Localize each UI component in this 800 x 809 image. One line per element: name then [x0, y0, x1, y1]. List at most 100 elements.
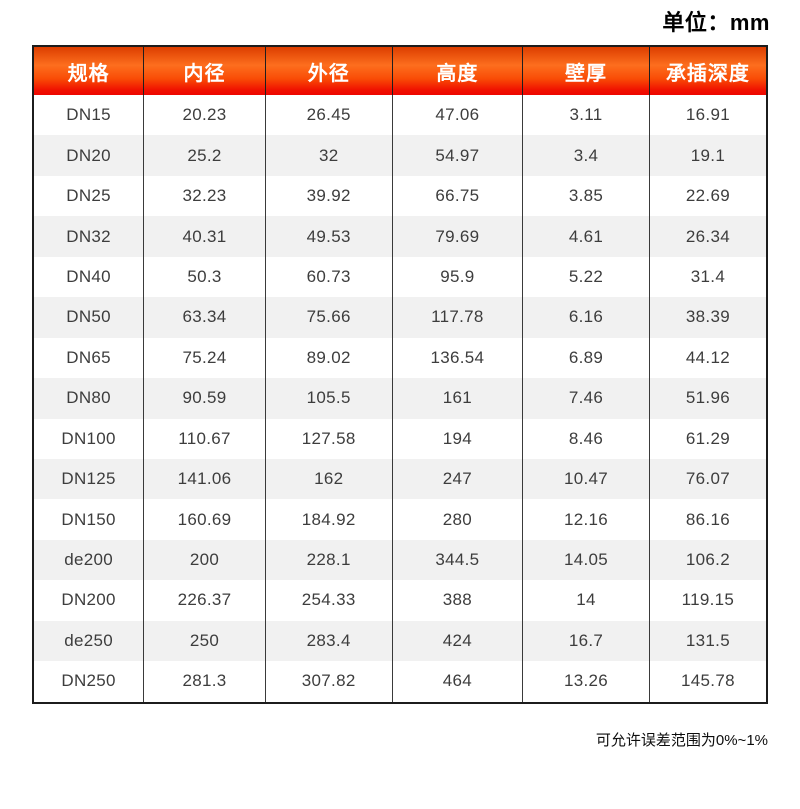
- value-cell: 6.89: [522, 337, 650, 379]
- table-row: DN100 110.67 127.58 194 8.46 61.29: [33, 418, 767, 459]
- value-cell: 79.69: [391, 216, 523, 257]
- table-row: DN125 141.06 162 247 10.47 76.07: [33, 458, 767, 500]
- table-row: de250 250 283.4 424 16.7 131.5: [33, 620, 767, 662]
- column-header-4: 壁厚: [522, 46, 650, 95]
- value-cell: 127.58: [264, 418, 393, 459]
- value-cell: 16.91: [648, 95, 767, 136]
- value-cell: 61.29: [648, 418, 767, 459]
- value-cell: 49.53: [264, 216, 393, 257]
- spec-cell: DN250: [61, 671, 116, 691]
- value-cell: 14.05: [522, 539, 650, 581]
- value-cell: 281.3: [143, 661, 266, 703]
- value-cell: 60.73: [264, 256, 393, 298]
- value-cell: 39.92: [264, 175, 393, 217]
- spec-cell: de250: [64, 630, 113, 650]
- table-row: DN65 75.24 89.02 136.54 6.89 44.12: [33, 337, 767, 379]
- table-row: DN25 32.23 39.92 66.75 3.85 22.69: [33, 175, 767, 217]
- table-row: DN32 40.31 49.53 79.69 4.61 26.34: [33, 216, 767, 257]
- value-cell: 5.22: [522, 256, 650, 298]
- table-row: DN80 90.59 105.5 161 7.46 51.96: [33, 378, 767, 419]
- spec-table-header: 规格 内径 外径 高度 壁厚 承插深度: [33, 46, 767, 95]
- value-cell: 161: [391, 378, 523, 419]
- column-header-2: 外径: [264, 46, 393, 95]
- table-row: DN40 50.3 60.73 95.9 5.22 31.4: [33, 256, 767, 298]
- spec-cell: DN65: [66, 347, 111, 367]
- value-cell: 19.1: [648, 135, 767, 176]
- value-cell: 90.59: [143, 378, 266, 419]
- value-cell: 110.67: [143, 418, 266, 459]
- tolerance-note: 可允许误差范围为0%~1%: [595, 732, 768, 749]
- value-cell: 13.26: [522, 661, 650, 703]
- value-cell: 226.37: [143, 580, 266, 621]
- table-row: DN20 25.2 32 54.97 3.4 19.1: [33, 135, 767, 176]
- header-row: 规格 内径 外径 高度 壁厚 承插深度: [33, 46, 767, 95]
- value-cell: 50.3: [143, 256, 266, 298]
- value-cell: 16.7: [522, 620, 650, 662]
- column-header-1: 内径: [143, 46, 266, 95]
- spec-table-body: DN15 20.23 26.45 47.06 3.11 16.91 DN20 25.2 32 54…: [33, 95, 767, 703]
- column-header-3: 高度: [391, 46, 523, 95]
- table-row: DN15 20.23 26.45 47.06 3.11 16.91: [33, 95, 767, 136]
- spec-cell: DN125: [61, 469, 116, 489]
- table-row: DN200 226.37 254.33 388 14 119.15: [33, 580, 767, 621]
- spec-cell: DN150: [61, 509, 116, 529]
- value-cell: 344.5: [391, 539, 523, 581]
- spec-cell: DN32: [66, 226, 111, 246]
- value-cell: 40.31: [143, 216, 266, 257]
- column-header-0: 规格: [33, 46, 144, 95]
- spec-cell: DN200: [61, 590, 116, 610]
- value-cell: 12.16: [522, 499, 650, 540]
- value-cell: 7.46: [522, 378, 650, 419]
- value-cell: 20.23: [143, 95, 266, 136]
- table-row: DN250 281.3 307.82 464 13.26 145.78: [33, 661, 767, 703]
- value-cell: 66.75: [391, 175, 523, 217]
- value-cell: 106.2: [648, 539, 767, 581]
- value-cell: 136.54: [391, 337, 523, 379]
- value-cell: 307.82: [264, 661, 393, 703]
- table-row: DN50 63.34 75.66 117.78 6.16 38.39: [33, 297, 767, 338]
- value-cell: 464: [391, 661, 523, 703]
- value-cell: 51.96: [648, 378, 767, 419]
- value-cell: 14: [522, 580, 650, 621]
- spec-cell: DN40: [66, 266, 111, 286]
- value-cell: 228.1: [264, 539, 393, 581]
- value-cell: 10.47: [522, 458, 650, 500]
- value-cell: 38.39: [648, 297, 767, 338]
- value-cell: 25.2: [143, 135, 266, 176]
- value-cell: 105.5: [264, 378, 393, 419]
- value-cell: 76.07: [648, 458, 767, 500]
- value-cell: 86.16: [648, 499, 767, 540]
- value-cell: 119.15: [648, 580, 767, 621]
- spec-table: 规格 内径 外径 高度 壁厚 承插深度 DN15 20.23 26.45 47.06 3.11 16…: [32, 45, 768, 704]
- value-cell: 26.45: [264, 95, 393, 136]
- spec-cell: DN15: [66, 105, 111, 125]
- value-cell: 162: [264, 458, 393, 500]
- value-cell: 200: [143, 539, 266, 581]
- column-header-5: 承插深度: [648, 46, 767, 95]
- value-cell: 194: [391, 418, 523, 459]
- value-cell: 54.97: [391, 135, 523, 176]
- value-cell: 388: [391, 580, 523, 621]
- value-cell: 283.4: [264, 620, 393, 662]
- value-cell: 89.02: [264, 337, 393, 379]
- value-cell: 75.24: [143, 337, 266, 379]
- value-cell: 32: [264, 135, 393, 176]
- spec-cell: de200: [64, 550, 113, 570]
- value-cell: 280: [391, 499, 523, 540]
- value-cell: 3.85: [522, 175, 650, 217]
- value-cell: 131.5: [648, 620, 767, 662]
- spec-cell: DN80: [66, 388, 111, 408]
- value-cell: 141.06: [143, 458, 266, 500]
- value-cell: 6.16: [522, 297, 650, 338]
- value-cell: 95.9: [391, 256, 523, 298]
- value-cell: 184.92: [264, 499, 393, 540]
- spec-cell: DN25: [66, 186, 111, 206]
- value-cell: 4.61: [522, 216, 650, 257]
- table-row: DN150 160.69 184.92 280 12.16 86.16: [33, 499, 767, 540]
- value-cell: 117.78: [391, 297, 523, 338]
- value-cell: 3.4: [522, 135, 650, 176]
- value-cell: 63.34: [143, 297, 266, 338]
- spec-cell: DN50: [66, 307, 111, 327]
- value-cell: 8.46: [522, 418, 650, 459]
- value-cell: 44.12: [648, 337, 767, 379]
